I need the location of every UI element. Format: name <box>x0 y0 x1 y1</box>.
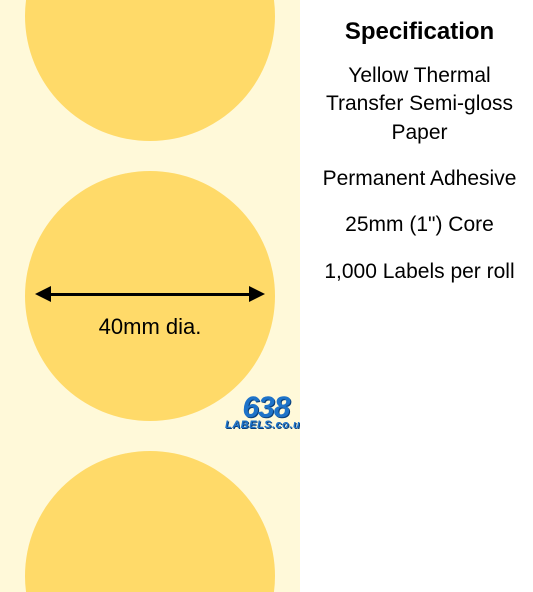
label-roll-diagram: 40mm dia. 638 LABELS.co.uk <box>0 0 300 592</box>
spec-item: 1,000 Labels per roll <box>316 258 523 286</box>
arrow-left-icon <box>35 286 51 302</box>
dimension-arrow <box>35 286 265 302</box>
arrow-right-icon <box>249 286 265 302</box>
brand-logo: 638 LABELS.co.uk <box>225 395 300 430</box>
label-circle-bottom <box>25 451 275 592</box>
logo-subtext: LABELS.co.uk <box>225 421 300 430</box>
spec-heading: Specification <box>316 18 523 46</box>
label-circle-top <box>25 0 275 141</box>
spec-item: Permanent Adhesive <box>316 165 523 193</box>
spec-list: Yellow Thermal Transfer Semi-gloss Paper… <box>316 62 523 286</box>
dimension-bar <box>51 293 249 296</box>
dimension-text: 40mm dia. <box>99 314 202 340</box>
specification-panel: Specification Yellow Thermal Transfer Se… <box>300 0 533 592</box>
logo-number: 638 <box>242 395 289 421</box>
spec-item: 25mm (1") Core <box>316 211 523 239</box>
spec-item: Yellow Thermal Transfer Semi-gloss Paper <box>316 62 523 147</box>
